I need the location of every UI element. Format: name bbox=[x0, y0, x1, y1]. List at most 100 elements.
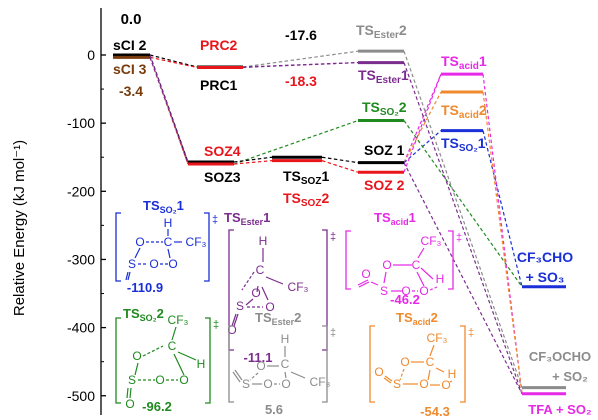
bond bbox=[256, 285, 259, 293]
y-tick-label: -500 bbox=[67, 388, 95, 404]
structure-title-sub: acid bbox=[413, 317, 431, 327]
y-tick-label: -300 bbox=[67, 251, 95, 267]
structure-title-num: 2 bbox=[157, 306, 164, 321]
connector-lines bbox=[149, 50, 523, 394]
atom-o: O bbox=[125, 397, 134, 411]
atom-h: H bbox=[448, 367, 457, 381]
label-tsso22-sub: SO₂ bbox=[380, 107, 399, 118]
label-tsacid1: TSacid1 bbox=[441, 53, 487, 72]
right-bracket bbox=[460, 325, 466, 403]
structure-title-sub: Ester bbox=[272, 317, 295, 327]
left-bracket bbox=[115, 212, 121, 282]
bond bbox=[129, 387, 132, 399]
structure-title-ts: TS bbox=[255, 310, 272, 325]
atom-s: S bbox=[128, 373, 136, 387]
label-cf3cho-2: + SO₃ bbox=[526, 269, 565, 285]
structure-title-num: 1 bbox=[409, 210, 416, 225]
right-bracket bbox=[205, 317, 211, 404]
label-tsso21: TSSO₂1 bbox=[441, 135, 486, 154]
structure-title-ts: TS bbox=[396, 310, 413, 325]
connector-soz1-tfa bbox=[403, 162, 523, 394]
structure-value: -96.2 bbox=[142, 399, 172, 414]
connector-prc2-tsester1 bbox=[242, 61, 359, 69]
label-tsacid2-sub: acid bbox=[459, 110, 479, 121]
double-dagger: ‡ bbox=[213, 319, 219, 331]
label-cf3ocho-2: + SO₂ bbox=[552, 369, 588, 384]
right-bracket bbox=[322, 325, 328, 403]
label-sci2-value: 0.0 bbox=[121, 11, 142, 28]
connector-tsso21-cf3cho bbox=[482, 130, 523, 287]
label-tssoz2-num: 2 bbox=[321, 190, 329, 206]
structure-title-sub: SO₂ bbox=[140, 313, 157, 323]
atom-o: O bbox=[263, 377, 272, 391]
energy-levels bbox=[113, 49, 566, 396]
bond bbox=[134, 247, 141, 259]
connector-soz3-tssoz1 bbox=[233, 156, 273, 163]
bond bbox=[370, 281, 379, 286]
atom-s: S bbox=[393, 377, 401, 391]
atom-c: C bbox=[168, 339, 177, 353]
connector-tsacid2-tfa bbox=[482, 91, 523, 394]
bond bbox=[261, 286, 269, 301]
connector-soz4-tsso22 bbox=[233, 119, 359, 165]
structure-title: TSacid2 bbox=[396, 310, 438, 327]
atom-o: O bbox=[149, 257, 158, 271]
connector-soz1-tsacid2 bbox=[403, 91, 442, 163]
label-tfa: TFA + SO₂ bbox=[528, 402, 592, 417]
label-tssoz2-ts: TS bbox=[283, 190, 301, 206]
label-tsester2-ts: TS bbox=[356, 22, 374, 38]
bond bbox=[127, 271, 131, 281]
label-tsester2-sub: Ester bbox=[374, 30, 399, 41]
label-tsacid1-sub: acid bbox=[459, 61, 479, 72]
bond bbox=[171, 326, 177, 341]
partial-bond bbox=[249, 372, 259, 381]
atom-o: O bbox=[168, 257, 177, 271]
connector-prc1-tsester2 bbox=[242, 50, 359, 68]
bond bbox=[177, 351, 197, 361]
y-tick-label: -200 bbox=[67, 183, 95, 199]
atom-c: C bbox=[426, 355, 435, 369]
partial-bond bbox=[429, 286, 438, 291]
right-bracket bbox=[322, 229, 328, 351]
connector-tssoz1-soz1 bbox=[321, 156, 359, 164]
structure-value: -46.2 bbox=[390, 292, 420, 307]
atom-cf3: CF₃ bbox=[310, 375, 331, 389]
atom-o: O bbox=[251, 286, 260, 300]
structure-title-num: 1 bbox=[177, 198, 184, 213]
atom-cf3: CF₃ bbox=[168, 313, 189, 327]
connector-tssoz2-soz2 bbox=[321, 160, 359, 173]
atom-h: H bbox=[197, 357, 206, 371]
structure-value: -54.3 bbox=[420, 404, 450, 419]
double-dagger: ‡ bbox=[330, 327, 336, 339]
left-bracket bbox=[369, 325, 375, 403]
connector-sci2-soz4 bbox=[149, 54, 189, 165]
atom-c: C bbox=[412, 258, 421, 272]
y-tick-label: -400 bbox=[67, 320, 95, 336]
label-tsester2: TSEster2 bbox=[356, 22, 407, 41]
connector-tsacid1-tfa bbox=[482, 74, 523, 394]
atom-o: O bbox=[419, 377, 428, 391]
double-dagger: ‡ bbox=[456, 232, 462, 244]
label-soz3: SOZ3 bbox=[204, 169, 241, 185]
bond bbox=[232, 371, 241, 383]
atom-h: H bbox=[259, 234, 268, 248]
label-soz2: SOZ 2 bbox=[364, 177, 405, 193]
atom-o: O bbox=[132, 349, 141, 363]
atom-o: O bbox=[135, 235, 144, 249]
label-tssoz2: TSSOZ2 bbox=[283, 190, 329, 209]
label-prc1-value: -17.6 bbox=[285, 27, 317, 43]
label-tsacid1-ts: TS bbox=[441, 53, 459, 69]
label-tsacid1-num: 1 bbox=[479, 53, 487, 69]
label-tsester1-num: 1 bbox=[401, 67, 409, 83]
double-dagger: ‡ bbox=[468, 327, 474, 339]
atom-s: S bbox=[380, 284, 388, 298]
label-cf3cho: CF₃CHO bbox=[517, 249, 573, 265]
bond bbox=[126, 387, 129, 399]
structure-title-num: 1 bbox=[263, 210, 270, 225]
atom-o: O bbox=[256, 359, 265, 373]
bond bbox=[358, 281, 370, 288]
connector-soz4-tssoz2 bbox=[233, 160, 273, 165]
